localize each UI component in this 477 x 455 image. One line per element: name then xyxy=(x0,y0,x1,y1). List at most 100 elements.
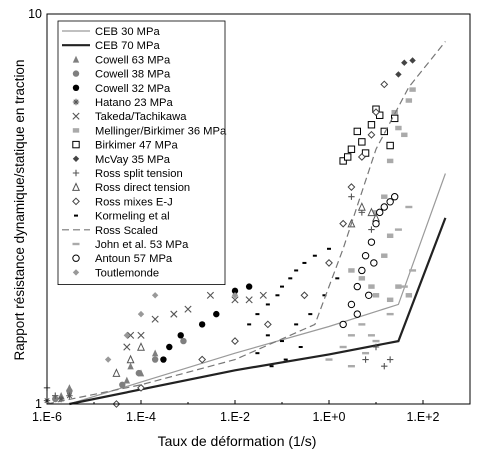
series-ross-mixes-e-j xyxy=(112,80,389,408)
data-point xyxy=(325,358,333,361)
data-point xyxy=(135,369,143,377)
data-point xyxy=(325,259,333,267)
data-point xyxy=(151,315,159,323)
data-point xyxy=(294,269,299,272)
data-point xyxy=(358,323,366,326)
legend-swatch xyxy=(72,140,80,149)
data-point xyxy=(339,219,348,228)
legend-entry: CEB 30 MPa xyxy=(62,26,160,38)
x-tick-label: 1.E+0 xyxy=(312,410,345,424)
legend-swatch xyxy=(72,269,80,276)
legend-entry: CEB 70 MPa xyxy=(62,40,160,52)
data-point xyxy=(358,276,366,281)
series-ceb-30-mpa xyxy=(69,173,446,405)
data-point xyxy=(347,145,356,153)
data-point xyxy=(380,127,388,136)
data-point xyxy=(265,334,270,337)
series-kormeling-et-al xyxy=(247,247,340,368)
legend-box xyxy=(57,20,226,286)
data-point xyxy=(367,207,376,217)
data-point xyxy=(381,363,388,370)
data-point xyxy=(52,395,59,403)
data-point xyxy=(259,291,267,299)
data-point xyxy=(137,383,145,392)
data-point xyxy=(269,365,274,368)
legend-entry: Mellinger/Birkimer 36 MPa xyxy=(72,125,227,137)
legend-entry: Ross direct tension xyxy=(72,182,190,194)
legend-entry: Birkimer 47 MPa xyxy=(72,140,178,152)
data-point xyxy=(391,109,398,115)
legend-label: Ross Scaled xyxy=(95,225,158,237)
data-point xyxy=(372,210,380,215)
y-tick-label: 1 xyxy=(35,397,42,411)
data-point xyxy=(401,132,408,138)
legend-label: Kormeling et al xyxy=(95,211,170,223)
data-point xyxy=(112,368,121,377)
plot-frame xyxy=(46,13,471,405)
data-point xyxy=(386,297,394,303)
data-point xyxy=(247,323,252,326)
data-point xyxy=(66,392,73,399)
legend-swatch xyxy=(72,254,80,262)
legend-swatch xyxy=(72,242,80,246)
data-point xyxy=(409,57,416,64)
data-point xyxy=(126,354,135,364)
data-point xyxy=(57,395,65,403)
legend-label: Antoun 57 MPa xyxy=(95,253,173,265)
legend-label: Mellinger/Birkimer 36 MPa xyxy=(95,125,227,137)
series-ceb-70-mpa xyxy=(69,217,447,406)
legend-swatch xyxy=(72,182,80,191)
data-point xyxy=(353,310,361,318)
data-point xyxy=(300,291,309,300)
data-point xyxy=(405,205,413,209)
data-point xyxy=(362,356,369,363)
legend-label: Cowell 32 MPa xyxy=(95,83,171,95)
data-point xyxy=(372,343,380,351)
x-tick-label: 1.E-2 xyxy=(220,410,250,424)
data-point xyxy=(391,193,399,201)
legend-swatch xyxy=(72,55,80,63)
series-takeda-tachikawa xyxy=(123,291,267,351)
series-toutlemonde xyxy=(104,245,239,363)
data-point xyxy=(361,149,370,157)
series-line xyxy=(69,217,447,406)
legend: CEB 30 MPa CEB 70 MPa Cowell 63 MPa Cowell … xyxy=(57,20,227,286)
data-point xyxy=(308,313,313,316)
data-point xyxy=(367,121,376,129)
axes: 1.E-6 1.E-4 1.E-2 1.E+0 1.E+2 1 10 xyxy=(28,7,471,424)
data-point xyxy=(151,349,159,357)
data-point xyxy=(353,282,361,291)
legend-entry: Cowell 32 MPa xyxy=(72,83,171,95)
data-point xyxy=(137,342,145,351)
data-point xyxy=(357,202,366,211)
legend-swatch xyxy=(72,155,80,162)
legend-swatch xyxy=(72,112,80,120)
legend-entry: Ross mixes E-J xyxy=(72,196,173,208)
data-point xyxy=(348,268,355,273)
data-point xyxy=(231,292,239,299)
series-mcvay-35-mpa xyxy=(395,57,416,78)
data-point xyxy=(288,277,293,280)
data-point xyxy=(339,320,347,329)
data-point xyxy=(126,331,135,339)
data-point xyxy=(312,254,317,257)
data-point xyxy=(367,334,375,337)
data-point xyxy=(280,340,284,343)
data-point xyxy=(368,284,375,289)
legend-entry: Ross Scaled xyxy=(62,225,158,237)
data-point xyxy=(245,283,253,290)
legend-entry: Takeda/Tachikawa xyxy=(72,111,187,123)
data-point xyxy=(372,219,380,228)
legend-label: CEB 70 MPa xyxy=(95,40,160,52)
data-point xyxy=(362,351,370,355)
data-point xyxy=(386,198,394,206)
legend-label: Ross direct tension xyxy=(95,182,190,194)
data-point xyxy=(386,233,394,239)
data-point xyxy=(206,291,215,299)
data-point xyxy=(386,356,394,363)
data-point xyxy=(372,108,380,117)
data-point xyxy=(137,310,145,318)
series-john-et-al-53-mpa xyxy=(325,205,417,368)
series-antoun-57-mpa xyxy=(339,193,399,329)
legend-label: John et al. 53 MPa xyxy=(95,239,189,251)
